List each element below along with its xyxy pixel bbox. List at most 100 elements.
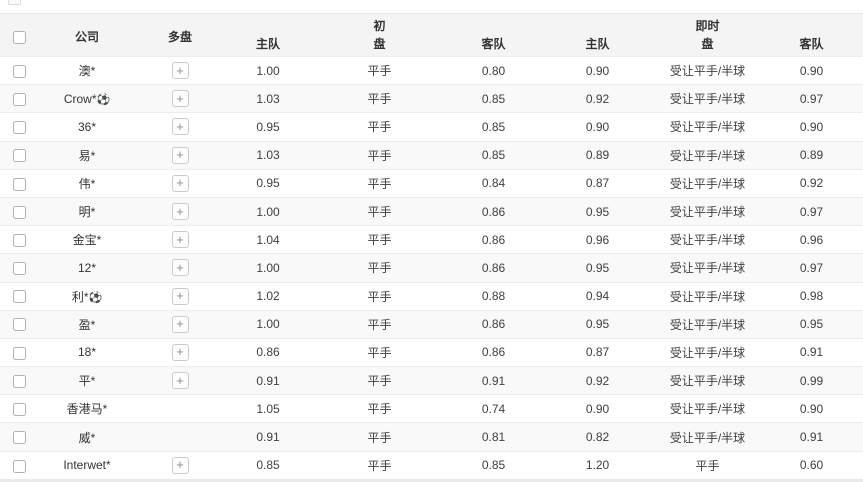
initial-away-odds: 0.86 bbox=[447, 309, 540, 339]
row-checkbox[interactable] bbox=[12, 262, 26, 276]
checkbox-cell bbox=[0, 196, 38, 226]
live-home-odds: 0.82 bbox=[540, 422, 655, 452]
col-header-live-handicap: 盘 bbox=[655, 34, 760, 57]
live-handicap: 受让平手/半球 bbox=[655, 168, 760, 198]
live-handicap: 受让平手/半球 bbox=[655, 140, 760, 170]
initial-home-odds: 0.95 bbox=[224, 112, 312, 142]
top-strip bbox=[0, 0, 863, 13]
expand-multi-button[interactable]: + bbox=[171, 343, 189, 361]
initial-away-odds: 0.85 bbox=[447, 112, 540, 142]
expand-multi-button[interactable]: + bbox=[171, 118, 189, 136]
row-checkbox[interactable] bbox=[12, 149, 26, 163]
live-handicap: 受让平手/半球 bbox=[655, 366, 760, 395]
live-handicap: 受让平手/半球 bbox=[655, 84, 760, 113]
expand-multi-button[interactable]: + bbox=[171, 372, 189, 390]
multi-cell: + bbox=[136, 366, 224, 395]
table-row: 金宝* + 1.04 平手 0.86 0.96 受让平手/半球 0.96 bbox=[0, 225, 863, 254]
initial-away-odds: 0.91 bbox=[447, 366, 540, 395]
initial-home-odds: 0.91 bbox=[224, 422, 312, 452]
live-home-odds: 0.90 bbox=[540, 112, 655, 142]
expand-multi-button[interactable]: + bbox=[171, 174, 189, 192]
expand-multi-button[interactable]: + bbox=[171, 456, 189, 474]
checkbox-cell bbox=[0, 309, 38, 339]
initial-home-odds: 1.00 bbox=[224, 253, 312, 282]
header-spacer bbox=[540, 13, 655, 35]
expand-multi-button[interactable]: + bbox=[171, 90, 189, 108]
expand-multi-button[interactable]: + bbox=[171, 315, 189, 333]
header-spacer bbox=[760, 13, 863, 35]
company-name: 36* bbox=[77, 119, 97, 134]
expand-multi-button[interactable]: + bbox=[171, 231, 189, 249]
col-header-live-home: 主队 bbox=[540, 34, 655, 57]
company-name: 利* bbox=[71, 289, 89, 304]
select-all-checkbox[interactable] bbox=[12, 30, 26, 44]
multi-cell: + bbox=[136, 309, 224, 339]
header-spacer bbox=[447, 13, 540, 35]
initial-home-odds: 1.03 bbox=[224, 84, 312, 113]
checkbox-cell bbox=[0, 168, 38, 198]
checkbox-cell bbox=[0, 55, 38, 85]
initial-handicap: 平手 bbox=[312, 422, 447, 452]
table-row: 36* + 0.95 平手 0.85 0.90 受让平手/半球 0.90 bbox=[0, 112, 863, 142]
live-handicap: 受让平手/半球 bbox=[655, 253, 760, 282]
expand-multi-button[interactable]: + bbox=[171, 287, 189, 305]
company-cell: Crow*⚽ bbox=[38, 84, 136, 113]
company-cell: 澳* bbox=[38, 55, 136, 85]
plus-icon: + bbox=[176, 288, 184, 304]
initial-away-odds: 0.86 bbox=[447, 196, 540, 226]
row-checkbox[interactable] bbox=[12, 64, 26, 78]
row-checkbox[interactable] bbox=[12, 459, 26, 473]
row-checkbox[interactable] bbox=[12, 403, 26, 416]
expand-multi-button[interactable]: + bbox=[171, 259, 189, 277]
multi-cell bbox=[136, 394, 224, 423]
initial-away-odds: 0.86 bbox=[447, 225, 540, 254]
live-handicap: 受让平手/半球 bbox=[655, 337, 760, 367]
initial-away-odds: 0.85 bbox=[447, 450, 540, 480]
expand-multi-button[interactable]: + bbox=[171, 146, 189, 164]
company-name: 金宝* bbox=[72, 233, 102, 248]
live-home-odds: 0.90 bbox=[540, 394, 655, 423]
live-away-odds: 0.90 bbox=[760, 112, 863, 142]
checkbox-cell bbox=[0, 366, 38, 395]
initial-handicap: 平手 bbox=[312, 394, 447, 423]
company-name: Interwet* bbox=[63, 458, 111, 473]
initial-away-odds: 0.74 bbox=[447, 394, 540, 423]
initial-home-odds: 0.95 bbox=[224, 168, 312, 198]
row-checkbox[interactable] bbox=[12, 318, 26, 332]
plus-icon: + bbox=[176, 175, 184, 191]
live-away-odds: 0.89 bbox=[760, 140, 863, 170]
checkbox-cell bbox=[0, 253, 38, 282]
row-checkbox[interactable] bbox=[12, 431, 26, 445]
col-header-initial-handicap: 盘 bbox=[312, 34, 447, 57]
multi-cell: + bbox=[136, 55, 224, 85]
odds-table: 公司 多盘 初 即时 主队 盘 客队 主队 盘 客队 澳* + 1.00 平手 bbox=[0, 13, 863, 480]
row-checkbox[interactable] bbox=[12, 346, 26, 360]
header-spacer bbox=[224, 13, 312, 35]
row-checkbox[interactable] bbox=[12, 233, 26, 247]
row-checkbox[interactable] bbox=[12, 290, 26, 304]
col-group-live: 即时 bbox=[655, 13, 760, 35]
plus-icon: + bbox=[176, 118, 184, 134]
initial-handicap: 平手 bbox=[312, 168, 447, 198]
live-home-odds: 0.96 bbox=[540, 225, 655, 254]
company-cell: 易* bbox=[38, 140, 136, 170]
initial-handicap: 平手 bbox=[312, 450, 447, 480]
row-checkbox[interactable] bbox=[12, 374, 26, 388]
expand-multi-button[interactable]: + bbox=[171, 203, 189, 221]
live-handicap: 平手 bbox=[655, 450, 760, 480]
initial-handicap: 平手 bbox=[312, 140, 447, 170]
company-name: 盈* bbox=[78, 317, 96, 332]
live-handicap: 受让平手/半球 bbox=[655, 112, 760, 142]
initial-home-odds: 1.00 bbox=[224, 196, 312, 226]
row-checkbox[interactable] bbox=[12, 92, 26, 106]
row-checkbox[interactable] bbox=[12, 205, 26, 219]
initial-away-odds: 0.86 bbox=[447, 253, 540, 282]
live-away-odds: 0.95 bbox=[760, 309, 863, 339]
expand-multi-button[interactable]: + bbox=[171, 62, 189, 80]
row-checkbox[interactable] bbox=[12, 121, 26, 135]
row-checkbox[interactable] bbox=[12, 177, 26, 191]
multi-cell: + bbox=[136, 225, 224, 254]
table-header: 公司 多盘 初 即时 主队 盘 客队 主队 盘 客队 bbox=[0, 13, 863, 57]
live-handicap: 受让平手/半球 bbox=[655, 281, 760, 311]
checkbox-cell bbox=[0, 112, 38, 142]
